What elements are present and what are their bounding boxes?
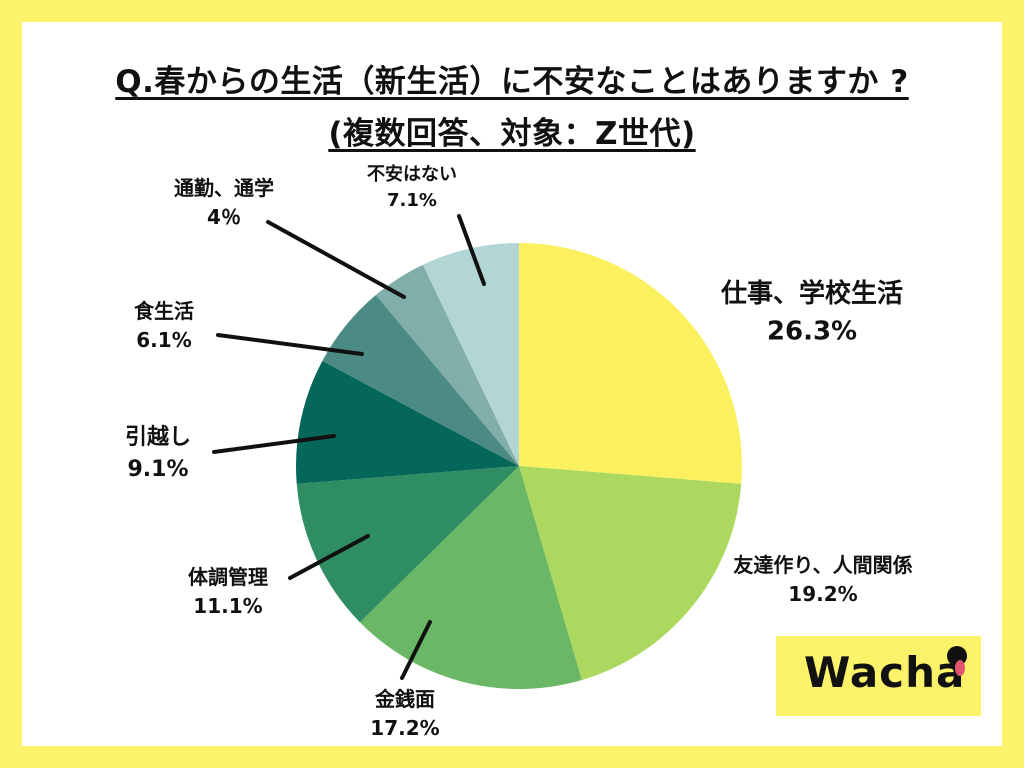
slice-value-label-2: 17.2%: [370, 716, 439, 740]
slice-value-label-3: 11.1%: [193, 594, 262, 618]
pie-slice-1: [519, 466, 742, 680]
pie-slice-7: [422, 243, 519, 466]
slice-value-label-7: 7.1%: [387, 190, 437, 211]
leader-line-4: [212, 434, 336, 454]
pie-slice-2: [359, 466, 582, 689]
slice-value-label-1: 19.2%: [788, 582, 857, 606]
slice-value-label-4: 9.1%: [127, 457, 188, 482]
slice-value-label-6: 4％: [207, 205, 241, 229]
pie-slice-4: [296, 360, 519, 484]
leader-line-7: [457, 214, 486, 286]
slice-label-7: 不安はない: [367, 163, 457, 185]
chart-title-line1: Q.春からの生活（新生活）に不安なことはありますか ?: [0, 56, 1024, 101]
wacha-logo: Wacha: [776, 636, 981, 716]
pie-slice-6: [375, 264, 519, 466]
pie-slice-0: [519, 243, 742, 484]
leader-line-2: [400, 620, 432, 680]
logo-text: Wacha: [804, 648, 966, 697]
leader-line-5: [216, 333, 364, 356]
leader-line-3: [288, 534, 370, 580]
chart-title-line2-text: (複数回答、対象：Z世代): [328, 116, 696, 152]
slice-value-label-5: 6.1%: [136, 328, 191, 352]
leader-line-6: [266, 220, 406, 299]
slice-label-4: 引越し: [125, 425, 191, 450]
slice-label-5: 食生活: [134, 299, 194, 323]
slice-label-2: 金銭面: [374, 687, 435, 711]
slice-labels: 仕事、学校生活 26.3% 友達作り、人間関係 19.2% 金銭面 17.2% 体調管理 11…: [125, 163, 913, 740]
logo-face-icon: [947, 646, 967, 676]
slice-label-1: 友達作り、人間関係: [733, 553, 912, 577]
leader-lines: [212, 214, 486, 680]
pie-slices: [296, 243, 742, 689]
pie-slice-5: [322, 294, 519, 466]
chart-title-line2: (複数回答、対象：Z世代): [0, 108, 1024, 153]
slice-label-6: 通勤、通学: [174, 176, 274, 200]
slice-label-3: 体調管理: [188, 565, 268, 589]
pie-slice-3: [296, 466, 519, 623]
slice-value-label-0: 26.3%: [767, 317, 857, 347]
slice-label-0: 仕事、学校生活: [720, 278, 903, 309]
chart-title-line1-text: Q.春からの生活（新生活）に不安なことはありますか ?: [115, 64, 909, 100]
